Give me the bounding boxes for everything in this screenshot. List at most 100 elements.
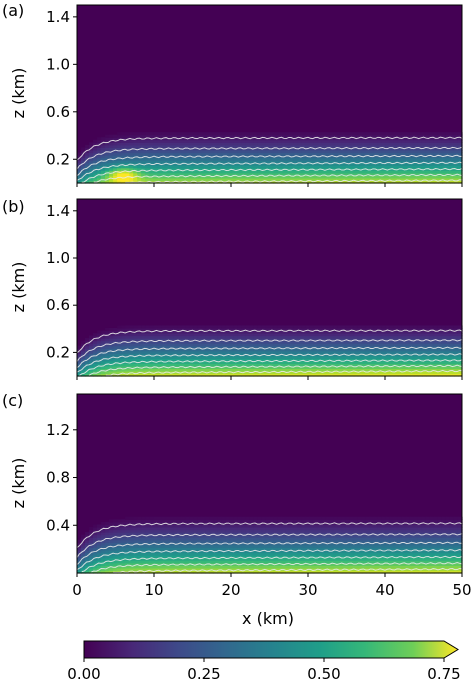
heatmap-cell (357, 177, 363, 182)
heatmap-cell (173, 516, 178, 520)
heatmap-cell (121, 162, 126, 166)
heatmap-cell (285, 325, 291, 329)
heatmap-cell (213, 539, 218, 543)
heatmap-cell (77, 570, 82, 574)
heatmap-cell (145, 570, 150, 574)
heatmap-cell (425, 149, 431, 154)
heatmap-cell (205, 132, 210, 136)
heatmap-cell (225, 338, 230, 342)
heatmap-cell (449, 355, 455, 359)
heatmap-cell (121, 524, 126, 528)
heatmap-cell (173, 132, 178, 136)
heatmap-cell (125, 549, 130, 554)
heatmap-cell (165, 330, 170, 334)
heatmap-cell (121, 348, 126, 352)
heatmap-cell (193, 532, 198, 536)
heatmap-cell (101, 152, 106, 156)
heatmap-cell (453, 327, 459, 332)
heatmap-cell (345, 348, 351, 352)
heatmap-cell (349, 333, 355, 337)
heatmap-cell (233, 519, 239, 523)
heatmap-cell (425, 139, 431, 143)
heatmap-cell (141, 165, 146, 169)
heatmap-cell (249, 139, 255, 143)
heatmap-cell (269, 160, 275, 164)
heatmap-cell (201, 532, 206, 536)
heatmap-cell (101, 549, 106, 554)
heatmap-cell (101, 353, 106, 357)
heatmap-cell (337, 368, 343, 372)
heatmap-cell (105, 370, 110, 375)
heatmap-cell (317, 160, 323, 164)
heatmap-cell (85, 539, 90, 543)
heatmap-cell (169, 327, 174, 332)
heatmap-cell (377, 355, 383, 359)
heatmap-cell (237, 547, 243, 551)
heatmap-cell (137, 537, 142, 541)
panel-b-heatmap (77, 199, 463, 377)
heatmap-cell (273, 529, 279, 533)
heatmap-cell (453, 363, 459, 367)
heatmap-cell (229, 340, 235, 344)
heatmap-cell (105, 170, 110, 174)
heatmap-cell (197, 529, 202, 533)
heatmap-cell (253, 170, 259, 174)
heatmap-cell (389, 172, 395, 176)
heatmap-cell (345, 340, 351, 344)
heatmap-cell (385, 355, 391, 359)
heatmap-cell (401, 160, 407, 164)
heatmap-cell (85, 373, 90, 377)
heatmap-cell (413, 345, 419, 349)
heatmap-cell (265, 175, 271, 179)
heatmap-cell (269, 152, 275, 156)
heatmap-cell (217, 160, 222, 164)
heatmap-cell (381, 368, 387, 372)
heatmap-cell (269, 539, 275, 543)
heatmap-cell (269, 534, 275, 538)
heatmap-cell (309, 144, 315, 148)
heatmap-cell (333, 144, 339, 148)
heatmap-cell (169, 552, 174, 556)
heatmap-cell (381, 360, 387, 364)
heatmap-cell (249, 363, 255, 367)
heatmap-cell (249, 335, 255, 339)
heatmap-cell (149, 327, 154, 332)
heatmap-cell (293, 358, 299, 362)
heatmap-cell (269, 547, 275, 551)
heatmap-cell (317, 152, 323, 156)
heatmap-cell (141, 370, 146, 375)
heatmap-cell (337, 325, 343, 329)
heatmap-cell (185, 539, 190, 543)
heatmap-cell (189, 555, 194, 559)
heatmap-cell (117, 335, 122, 339)
heatmap-cell (161, 170, 166, 174)
heatmap-cell (169, 350, 174, 354)
heatmap-cell (345, 343, 351, 347)
heatmap-cell (241, 139, 247, 143)
heatmap-cell (137, 358, 142, 362)
heatmap-cell (401, 132, 407, 136)
heatmap-cell (205, 519, 210, 523)
heatmap-cell (209, 537, 214, 541)
heatmap-cell (161, 175, 166, 179)
heatmap-cell (369, 360, 375, 364)
heatmap-cell (77, 162, 82, 166)
heatmap-cell (429, 147, 435, 151)
heatmap-cell (385, 338, 391, 342)
heatmap-cell (93, 368, 98, 372)
heatmap-cell (169, 570, 174, 574)
heatmap-cell (377, 149, 383, 154)
heatmap-cell (189, 139, 194, 143)
heatmap-cell (289, 160, 295, 164)
heatmap-cell (97, 360, 102, 364)
heatmap-cell (257, 521, 263, 526)
heatmap-cell (245, 170, 251, 174)
heatmap-cell (285, 373, 291, 377)
heatmap-cell (101, 162, 106, 166)
heatmap-cell (197, 547, 202, 551)
heatmap-cell (97, 358, 102, 362)
heatmap-cell (317, 355, 323, 359)
heatmap-cell (293, 335, 299, 339)
heatmap-cell (353, 348, 359, 352)
heatmap-cell (457, 368, 463, 372)
